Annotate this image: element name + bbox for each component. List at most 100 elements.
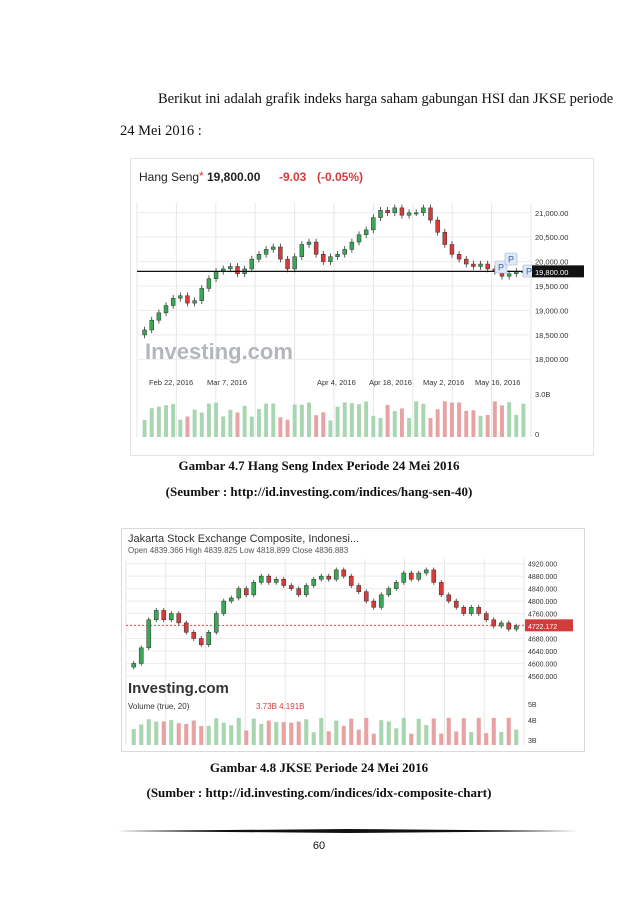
figure-4-8-source: (Sumber : http://id.investing.com/indice… xyxy=(146,785,492,800)
hsi-candle-body xyxy=(170,297,176,306)
jkse-candle-body xyxy=(468,607,474,614)
jkse-volume-bar xyxy=(244,730,249,745)
jkse-candle-body xyxy=(318,575,324,580)
jkse-candle-body xyxy=(453,600,459,608)
jkse-ohlc: Open 4839.366 High 4839.825 Low 4818.899… xyxy=(128,546,349,555)
jkse-volume-bar xyxy=(206,725,211,745)
jkse-y-tick-0: 4920.000 xyxy=(528,562,557,569)
jkse-candle-body xyxy=(258,575,264,583)
hsi-event-marker-2: P xyxy=(526,267,532,277)
hsi-candle-body xyxy=(392,207,397,214)
jkse-candle-body xyxy=(273,579,279,583)
jkse-volume-bar xyxy=(454,731,459,745)
jkse-volume-bar xyxy=(446,717,451,745)
jkse-candle-body xyxy=(228,597,234,602)
jkse-volume-bar xyxy=(476,717,481,745)
jkse-candle-body xyxy=(401,572,407,583)
jkse-y-tick-1: 4880.000 xyxy=(528,574,557,581)
jkse-candle-body xyxy=(423,569,429,574)
hsi-volume-bar xyxy=(342,402,347,437)
hsi-candle-body xyxy=(342,249,347,255)
hsi-volume-bar xyxy=(471,410,476,437)
hsi-volume-bar xyxy=(421,403,426,437)
jkse-svg: Jakarta Stock Exchange Composite, Indone… xyxy=(122,529,584,751)
jkse-volume-bar xyxy=(214,718,219,745)
jkse-y-tick-9: 4560.000 xyxy=(528,674,557,681)
hsi-y-tick-3: 19,500.00 xyxy=(535,282,568,291)
hsi-volume-bar xyxy=(364,401,369,437)
hsi-candle-body xyxy=(478,263,483,267)
jkse-y-tick-2: 4840.000 xyxy=(528,587,557,594)
jkse-candle-body xyxy=(236,588,242,599)
jkse-candle-body xyxy=(438,582,444,596)
hsi-volume-bar xyxy=(314,415,319,437)
jkse-volume-bar xyxy=(371,733,376,745)
jkse-volume-bar xyxy=(326,731,331,745)
jkse-volume-bar xyxy=(236,717,241,745)
figure-4-7-source: (Seumber : http://id.investing.com/indic… xyxy=(165,484,473,499)
hsi-candle-body xyxy=(399,207,405,216)
jkse-volume-bar xyxy=(386,721,391,745)
jkse-volume-bar xyxy=(169,720,174,745)
hsi-title: Hang Seng xyxy=(139,170,199,184)
hsi-candle-body xyxy=(156,312,162,321)
hsi-change: -9.03 xyxy=(279,170,307,184)
hsi-candle-body xyxy=(206,278,212,289)
hsi-star: * xyxy=(199,169,204,183)
jkse-candle-body xyxy=(326,575,332,580)
jkse-candle-body xyxy=(333,569,339,580)
jkse-volume-bar xyxy=(281,722,286,745)
jkse-candle-body xyxy=(191,631,197,639)
jkse-volume-bar xyxy=(349,718,354,745)
jkse-candle-body xyxy=(183,622,189,633)
hsi-volume-bar xyxy=(185,416,190,437)
hsi-event-marker-0: P xyxy=(498,263,504,273)
jkse-volume-bar xyxy=(289,722,294,745)
hsi-x-tick-1: Mar 7, 2016 xyxy=(207,378,247,387)
jkse-candle-body xyxy=(348,575,354,586)
jkse-chart: Jakarta Stock Exchange Composite, Indone… xyxy=(121,528,585,752)
hsi-volume-bar xyxy=(492,401,497,437)
jkse-y-tick-7: 4640.000 xyxy=(528,649,557,656)
hsi-candle-body xyxy=(371,217,376,231)
hsi-volume-bar xyxy=(514,414,519,437)
hsi-x-tick-5: May 16, 2016 xyxy=(475,378,520,387)
hsi-candle-body xyxy=(471,263,476,267)
jkse-volume-bar xyxy=(416,718,421,745)
hsi-candle-body xyxy=(249,258,255,270)
hsi-volume-bar xyxy=(171,404,176,437)
hsi-candle-body xyxy=(464,258,469,265)
jkse-volume-bar xyxy=(251,718,256,745)
hsi-candle-body xyxy=(385,210,390,214)
hsi-volume-bar xyxy=(278,417,283,437)
jkse-candle-body xyxy=(513,625,519,630)
hsi-candle-body xyxy=(349,241,355,250)
hsi-candle-body xyxy=(263,249,269,255)
hsi-volume-bar xyxy=(199,412,204,437)
hsi-candle-body xyxy=(213,271,219,279)
jkse-volume-bar xyxy=(491,717,496,745)
hsi-volume-bar xyxy=(478,415,483,437)
jkse-candle-body xyxy=(153,610,159,621)
hsi-volume-bar xyxy=(335,406,340,437)
hsi-volume-bar xyxy=(349,403,354,437)
hsi-volume-bar xyxy=(464,410,469,437)
jkse-volume-bar xyxy=(379,720,384,745)
hsi-volume-bar xyxy=(192,409,197,437)
jkse-candle-body xyxy=(266,575,272,583)
jkse-volume-bar xyxy=(139,724,144,745)
jkse-volume-bar xyxy=(356,729,361,745)
hsi-volume-bar xyxy=(235,412,240,437)
hsi-candle-body xyxy=(442,232,448,245)
jkse-candle-body xyxy=(206,631,212,645)
jkse-candle-body xyxy=(131,663,137,668)
hsi-candle-body xyxy=(285,258,290,270)
jkse-candle-body xyxy=(213,613,219,633)
hsi-candle-body xyxy=(278,246,283,260)
intro-line-2: 24 Mei 2016 : xyxy=(120,123,202,139)
hsi-candle-body xyxy=(185,295,190,304)
jkse-volume-bar xyxy=(499,731,504,745)
jkse-volume-bar xyxy=(304,719,309,745)
hsi-y-tick-2: 20,000.00 xyxy=(535,258,568,267)
jkse-candle-body xyxy=(416,572,422,580)
